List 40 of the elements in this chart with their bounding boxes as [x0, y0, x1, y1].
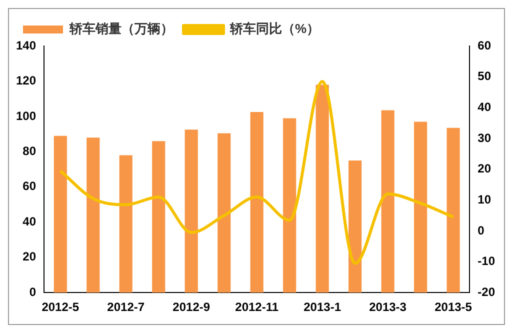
bar	[218, 133, 231, 293]
x-tick-label: 2013-5	[434, 300, 472, 314]
y2-tick-label: 20	[478, 162, 492, 176]
legend-label: 轿车同比（%）	[229, 21, 320, 36]
bar	[86, 138, 100, 293]
y-tick-label: 80	[22, 144, 36, 158]
y2-tick-label: 10	[478, 192, 492, 206]
bar	[54, 136, 67, 293]
bar	[348, 160, 362, 293]
bar	[316, 84, 329, 293]
line-series	[58, 80, 455, 265]
y-tick-label: 40	[22, 214, 36, 228]
bar	[446, 128, 460, 293]
x-tick-label: 2012-5	[42, 300, 80, 314]
x-tick-label: 2013-1	[304, 300, 342, 314]
y2-tick-label: -20	[478, 284, 496, 299]
y2-tick-label: 30	[478, 130, 492, 145]
bar	[119, 155, 132, 293]
x-tick-label: 2012-7	[107, 300, 145, 314]
y2-tick-label: -10	[478, 254, 496, 268]
y-tick-label: 20	[22, 250, 36, 264]
x-tick-label: 2013-3	[369, 300, 407, 314]
y2-tick-label: 60	[478, 38, 492, 52]
bar	[250, 112, 264, 293]
bar	[381, 110, 394, 293]
y2-tick-label: 0	[478, 223, 485, 238]
y-tick-label: 140	[16, 38, 36, 52]
bar	[283, 118, 296, 293]
y-tick-label: 60	[22, 179, 36, 194]
y-tick-label: 0	[29, 284, 36, 299]
legend-label: 轿车销量（万辆）	[68, 21, 174, 36]
y-tick-label: 120	[16, 74, 36, 88]
x-tick-label: 2012-9	[172, 300, 210, 314]
y2-tick-label: 50	[478, 69, 492, 84]
y-tick-label: 100	[16, 108, 36, 123]
bar	[152, 141, 166, 293]
x-tick-label: 2012-11	[235, 300, 279, 314]
bar	[184, 130, 198, 293]
bar	[414, 122, 428, 293]
y2-tick-label: 40	[478, 100, 492, 114]
